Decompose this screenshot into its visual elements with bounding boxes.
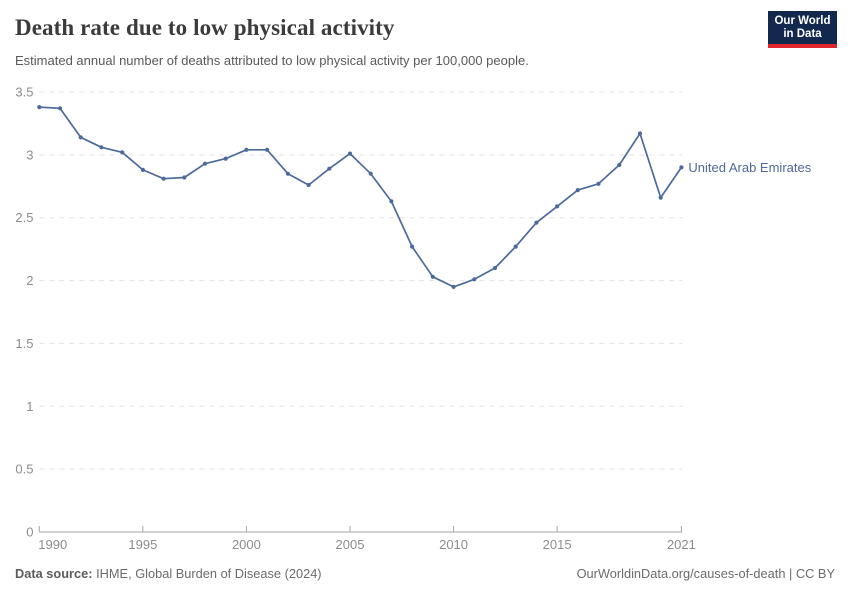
data-point-marker [596, 181, 601, 186]
data-point-marker [37, 105, 42, 110]
data-source-label: Data source: [15, 566, 93, 581]
data-point-marker [265, 147, 270, 152]
page-title: Death rate due to low physical activity [15, 15, 395, 40]
y-axis-tick-label: 1.5 [15, 336, 33, 351]
data-point-marker [120, 150, 125, 155]
data-point-marker [182, 175, 187, 180]
data-point-marker [617, 162, 622, 167]
data-source: Data source: IHME, Global Burden of Dise… [15, 566, 322, 581]
data-point-marker [575, 188, 580, 193]
y-axis-tick-label: 0.5 [15, 462, 33, 477]
y-axis-tick-label: 1 [26, 399, 33, 414]
data-point-marker [534, 220, 539, 225]
chart-line [38, 106, 683, 288]
owid-logo-line2: in Data [783, 27, 822, 40]
data-point-marker [161, 176, 166, 181]
y-axis-tick-label: 2 [26, 273, 33, 288]
y-axis-tick-label: 2.5 [15, 210, 33, 225]
entity-label: United Arab Emirates [688, 160, 811, 175]
data-point-marker [472, 277, 477, 282]
y-axis-tick-label: 3 [26, 147, 33, 162]
data-point-marker [451, 284, 456, 289]
x-axis-tick-label: 2015 [543, 537, 572, 552]
line-chart: 0 0.5 1 1.5 2 2.5 3 3.5 1990 1995 2000 2005 2010 2015… [15, 85, 811, 553]
x-axis-tick-label: 2021 [667, 537, 696, 552]
data-point-marker [306, 182, 311, 188]
data-point-marker [368, 171, 373, 176]
data-point-marker [679, 165, 684, 170]
data-point-marker [202, 161, 208, 166]
data-point-marker [327, 166, 332, 171]
page-subtitle: Estimated annual number of deaths attrib… [15, 53, 529, 68]
data-point-marker [223, 156, 228, 161]
data-point-marker [57, 106, 63, 111]
data-source-text: IHME, Global Burden of Disease (2024) [96, 566, 322, 581]
data-point-marker [244, 147, 249, 152]
x-axis-tick-label: 2005 [336, 537, 365, 552]
y-axis-tick-label: 0 [26, 525, 33, 540]
owid-logo-line1: Our World [774, 14, 831, 27]
x-axis-tick-label: 2010 [439, 537, 468, 552]
owid-logo[interactable]: Our World in Data [768, 11, 837, 48]
data-point-marker [492, 265, 498, 271]
x-axis-tick-label: 1995 [128, 537, 157, 552]
data-point-marker [410, 244, 415, 249]
data-point-marker [99, 145, 104, 150]
data-point-marker [285, 171, 290, 176]
data-point-marker [430, 274, 435, 279]
data-point-marker [637, 131, 643, 136]
data-point-marker [513, 244, 518, 249]
x-axis-tick-label: 2000 [232, 537, 261, 552]
data-point-marker [140, 167, 145, 172]
data-point-marker [555, 204, 560, 209]
data-point-marker [658, 195, 663, 200]
y-axis-tick-label: 3.5 [15, 85, 33, 100]
x-axis-tick-label: 1990 [38, 537, 67, 552]
chart-footer: Data source: IHME, Global Burden of Dise… [15, 566, 835, 581]
credit-link[interactable]: OurWorldinData.org/causes-of-death | CC … [576, 566, 835, 581]
data-point-marker [347, 151, 353, 156]
data-point-marker [389, 199, 394, 204]
data-point-marker [78, 135, 83, 140]
